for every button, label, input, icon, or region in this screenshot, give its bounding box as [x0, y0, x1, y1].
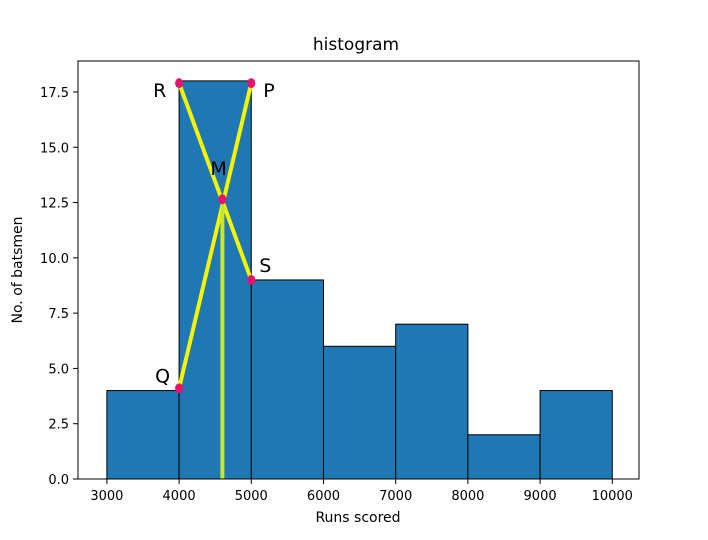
y-tick-label: 0.0 — [48, 473, 69, 488]
y-axis-ticks: 0.0 2.5 5.0 7.5 10.0 12.5 15.0 17.5 — [40, 86, 78, 488]
construction-overlay: R P M S Q — [153, 78, 275, 479]
x-tick-label: 4000 — [163, 489, 196, 504]
y-tick-label: 5.0 — [48, 362, 69, 377]
x-tick-label: 10000 — [592, 489, 633, 504]
bar-8000-9000 — [467, 434, 541, 480]
bar-7000-8000 — [395, 323, 469, 480]
x-tick-label: 3000 — [90, 489, 123, 504]
y-tick-label: 7.5 — [48, 307, 69, 322]
y-axis-label: No. of batsmen — [10, 216, 26, 323]
point-P — [247, 78, 256, 89]
y-tick-label: 10.0 — [40, 252, 69, 267]
bars-group — [106, 80, 613, 480]
point-label-R: R — [153, 80, 166, 102]
plot-frame — [77, 60, 640, 480]
point-Q — [175, 383, 184, 394]
construction-line-RS — [177, 81, 254, 282]
bar-6000-7000 — [322, 345, 397, 480]
point-R — [175, 78, 184, 89]
point-label-S: S — [259, 255, 271, 277]
bar-9000-10000 — [539, 390, 613, 480]
x-tick-label: 8000 — [451, 489, 484, 504]
bar-4000-5000 — [178, 80, 252, 480]
y-tick-label: 15.0 — [40, 141, 69, 156]
x-axis-ticks: 3000 4000 5000 6000 7000 8000 9000 10000 — [90, 479, 633, 504]
y-tick-label: 17.5 — [40, 86, 69, 101]
x-tick-label: 5000 — [235, 489, 268, 504]
point-label-M: M — [210, 158, 226, 180]
y-tick-label: 2.5 — [48, 418, 69, 433]
point-M — [218, 194, 227, 205]
y-tick-label: 12.5 — [40, 197, 69, 212]
x-tick-label: 6000 — [307, 489, 340, 504]
x-tick-label: 7000 — [379, 489, 412, 504]
chart-title: histogram — [313, 35, 399, 55]
point-label-Q: Q — [155, 365, 170, 387]
bar-5000-6000 — [250, 279, 324, 480]
point-label-P: P — [263, 80, 274, 102]
x-tick-label: 9000 — [524, 489, 557, 504]
bar-3000-4000 — [106, 390, 180, 480]
x-axis-label: Runs scored — [315, 510, 400, 526]
point-S — [247, 274, 256, 285]
construction-line-QP — [177, 81, 254, 391]
